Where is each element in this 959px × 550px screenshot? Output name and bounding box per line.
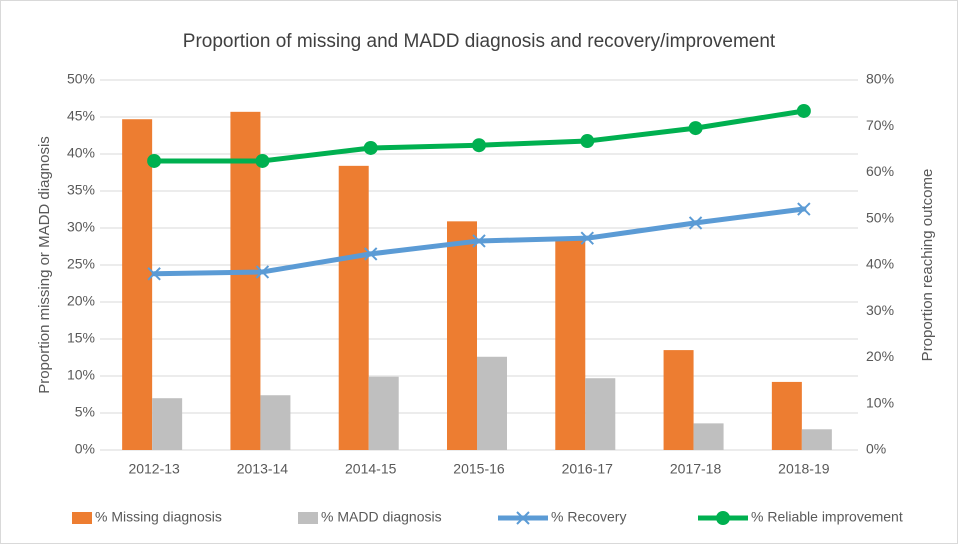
y2-tick-label: 20% [866, 348, 894, 364]
y-tick-label: 35% [67, 182, 95, 198]
bar [260, 395, 291, 450]
x-tick-label: 2018-19 [778, 461, 830, 477]
legend-label: % Recovery [551, 509, 626, 525]
bar [477, 356, 507, 450]
legend-label: % MADD diagnosis [321, 509, 442, 525]
x-tick-label: 2014-15 [345, 461, 397, 477]
line-marker [580, 134, 595, 149]
x-tick-label: 2012-13 [128, 461, 180, 477]
line-marker [797, 202, 811, 216]
bar [771, 381, 802, 450]
x-tick-label: 2017-18 [670, 461, 722, 477]
line-marker [580, 231, 594, 245]
bar [338, 165, 369, 450]
line-marker [147, 153, 162, 168]
x-tick-label: 2016-17 [562, 461, 614, 477]
chart-title: Proportion of missing and MADD diagnosis… [183, 31, 776, 52]
x-tick-label: 2015-16 [453, 461, 505, 477]
bar [368, 376, 399, 450]
y-tick-label: 5% [75, 404, 95, 420]
line-marker [472, 234, 486, 248]
bar [230, 111, 261, 450]
y-tick-label: 20% [67, 293, 95, 309]
legend-swatch [298, 512, 318, 524]
bar [693, 423, 724, 450]
line-marker [688, 121, 703, 136]
y2-tick-label: 30% [866, 302, 894, 318]
y-tick-label: 40% [67, 145, 95, 161]
legend-marker [516, 511, 530, 525]
bar [663, 350, 694, 450]
line-marker [363, 140, 378, 155]
legend-label: % Reliable improvement [751, 509, 903, 525]
y-tick-label: 10% [67, 367, 95, 383]
y-tick-label: 0% [75, 441, 95, 457]
y-tick-label: 45% [67, 108, 95, 124]
bar [585, 378, 616, 450]
y-axis-title: Proportion missing or MADD diagnosis [36, 136, 53, 394]
y-tick-label: 50% [67, 71, 95, 87]
bar [555, 236, 586, 450]
line-marker [147, 267, 161, 281]
bar [447, 221, 477, 450]
y2-tick-label: 0% [866, 441, 886, 457]
y2-axis-title: Proportion reaching outcome [919, 169, 936, 362]
y-tick-label: 30% [67, 219, 95, 235]
bar [152, 398, 183, 450]
line-marker [255, 265, 270, 279]
y2-tick-label: 10% [866, 394, 894, 410]
x-tick-label: 2013-14 [237, 461, 289, 477]
y2-tick-label: 60% [866, 163, 894, 179]
y2-tick-label: 70% [866, 117, 894, 133]
bar [801, 429, 832, 450]
y2-tick-label: 80% [866, 71, 894, 87]
y-tick-label: 25% [67, 256, 95, 272]
legend-marker [716, 511, 730, 525]
line-marker [255, 153, 270, 168]
legend-swatch [72, 512, 92, 524]
legend-label: % Missing diagnosis [95, 509, 222, 525]
y-tick-label: 15% [67, 330, 95, 346]
y2-tick-label: 50% [866, 209, 894, 225]
bar [122, 119, 153, 450]
line-marker [364, 247, 378, 261]
line-marker [796, 103, 811, 118]
y2-tick-label: 40% [866, 256, 894, 272]
line-marker [688, 216, 703, 230]
line-marker [472, 138, 486, 153]
